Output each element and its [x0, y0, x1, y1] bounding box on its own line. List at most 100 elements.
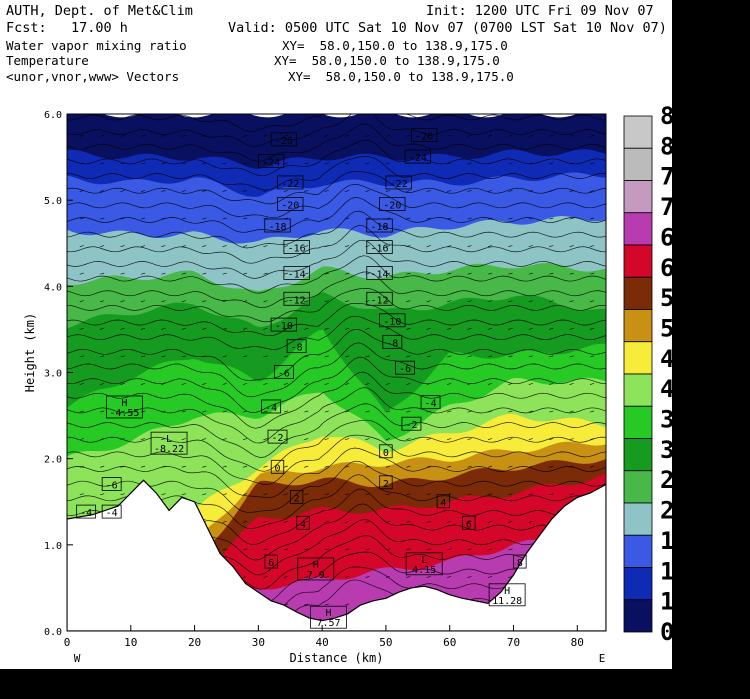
wind-vector	[263, 217, 268, 220]
wind-vector	[242, 162, 248, 165]
wind-vector	[304, 493, 309, 496]
wind-vector	[161, 383, 166, 385]
wind-vector	[345, 190, 350, 192]
wind-vector	[181, 162, 186, 165]
wind-vector	[222, 465, 227, 468]
wind-vector	[447, 217, 452, 220]
temp-label-box	[436, 494, 450, 509]
wind-vector	[589, 217, 595, 220]
header-valid: Valid: 0500 UTC Sat 10 Nov 07 (0700 LST …	[228, 20, 667, 36]
wind-vector	[283, 272, 288, 275]
wind-vector	[304, 410, 309, 413]
wind-vector	[181, 383, 186, 385]
wind-vector	[589, 465, 595, 468]
wind-vector	[161, 327, 166, 330]
wind-vector	[263, 355, 268, 358]
extremum-kind: L	[421, 555, 427, 566]
wind-vector	[569, 245, 574, 247]
wind-vector	[447, 300, 452, 303]
wind-vector	[345, 548, 350, 551]
wind-vector	[79, 493, 84, 496]
temp-label: 2	[383, 479, 389, 490]
wind-vector	[426, 520, 431, 523]
wind-vector	[181, 190, 186, 192]
wind-vector	[365, 410, 370, 413]
wind-vector	[161, 355, 166, 358]
wind-vector	[447, 355, 452, 358]
temp-label-box	[257, 153, 285, 168]
wind-vector	[549, 245, 554, 247]
wind-vector	[528, 217, 533, 220]
temp-label: -12	[288, 295, 306, 306]
temp-label-box	[283, 240, 310, 254]
wind-vector	[79, 410, 84, 413]
temp-label-box	[385, 175, 412, 190]
wind-vector	[467, 493, 472, 496]
header-field3-xy: XY= 58.0,150.0 to 138.9,175.0	[288, 69, 514, 84]
wind-vector	[242, 576, 248, 578]
wind-vector	[569, 355, 574, 358]
wind-vector	[100, 410, 105, 413]
wind-vector	[100, 162, 105, 165]
temp-label: -6	[278, 369, 290, 380]
y-tick-label: 5.0	[44, 196, 62, 207]
temperature-isoline	[67, 171, 606, 205]
wind-vector	[467, 245, 472, 247]
wind-vector	[406, 327, 411, 330]
wind-vector	[263, 576, 268, 578]
wind-vector	[202, 327, 207, 330]
wind-vector	[283, 355, 288, 358]
wind-vector	[345, 383, 350, 385]
wind-vector	[345, 410, 350, 413]
wind-vector	[406, 520, 411, 523]
wind-vector	[549, 493, 554, 496]
temp-label-box	[277, 197, 304, 211]
wind-vector	[222, 438, 227, 440]
wind-vector	[304, 438, 309, 440]
y-tick-label: 0.0	[44, 627, 62, 638]
temperature-isoline	[67, 184, 606, 219]
wind-vector	[549, 134, 554, 137]
temp-label: -18	[268, 222, 286, 233]
wind-vector	[242, 272, 248, 275]
y-axis-label: Height (km)	[23, 313, 37, 392]
wind-vector	[100, 327, 105, 330]
wind-vector	[528, 327, 533, 330]
wind-vector	[345, 438, 350, 440]
wind-vector	[304, 162, 309, 165]
wind-vector	[324, 245, 329, 247]
wind-vector	[569, 438, 574, 440]
wind-vector	[406, 134, 411, 137]
wind-vector	[283, 465, 288, 468]
cross-section-plot: -26 -26-24 -24-22 -22-20 -20-18 -18-16 -16-14-…	[23, 110, 607, 665]
wind-vector	[79, 300, 84, 303]
wind-vector	[385, 438, 391, 440]
wind-vector	[508, 272, 513, 275]
wind-vector	[467, 217, 472, 220]
wind-vector	[589, 162, 595, 165]
wind-vector	[365, 520, 370, 523]
wind-vector	[385, 410, 391, 413]
temperature-isoline	[67, 123, 606, 162]
wind-vector	[589, 190, 595, 192]
wind-vector	[447, 520, 452, 523]
extremum-kind: L	[166, 434, 172, 445]
temp-label-box	[366, 240, 393, 254]
wind-vector	[181, 410, 186, 413]
wind-vector	[202, 245, 207, 247]
wind-vector	[181, 217, 186, 220]
wind-vector	[100, 245, 105, 247]
wind-vector	[508, 355, 513, 358]
wind-vector	[263, 245, 268, 247]
temp-label-box	[395, 360, 415, 375]
x-tick-label: 0	[64, 636, 71, 649]
wind-vector	[263, 272, 268, 275]
wind-vector	[528, 493, 533, 496]
wind-vector	[406, 548, 411, 551]
wind-vector	[467, 162, 472, 165]
temp-label-box	[379, 313, 406, 328]
wind-vector	[528, 355, 533, 358]
temp-label: -6	[106, 481, 118, 492]
wind-vector	[222, 272, 227, 275]
wind-vector	[406, 272, 411, 275]
